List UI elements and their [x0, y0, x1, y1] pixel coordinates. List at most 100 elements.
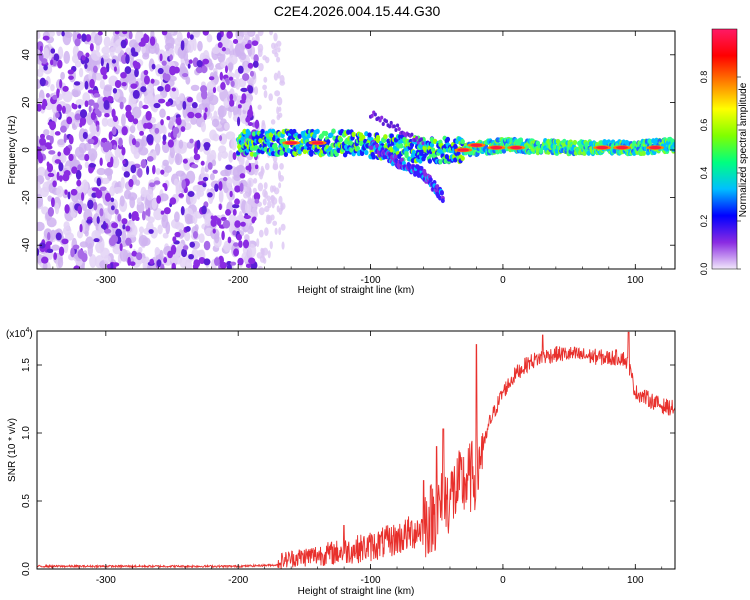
noise-blob: [128, 93, 134, 106]
signal-hotspot-core: [596, 146, 609, 150]
noise-speckle: [234, 198, 240, 206]
noise-blob: [103, 167, 114, 177]
noise-blob: [37, 97, 44, 104]
noise-blob: [267, 200, 272, 209]
noise-speckle: [131, 138, 137, 146]
noise-speckle: [82, 131, 88, 140]
noise-speckle: [232, 230, 237, 236]
noise-blob: [251, 207, 257, 214]
noise-blob: [127, 192, 138, 201]
signal-hotspot-core: [311, 141, 324, 145]
noise-speckle: [200, 89, 208, 100]
signal-hotspot-core: [490, 146, 503, 150]
noise-blob: [220, 169, 229, 177]
noise-speckle: [63, 170, 71, 177]
noise-blob: [263, 182, 268, 190]
signal-cell: [371, 154, 376, 160]
noise-blob: [253, 178, 258, 184]
noise-speckle: [153, 180, 161, 185]
signal-cell: [641, 150, 646, 156]
noise-blob: [94, 32, 103, 46]
noise-speckle: [59, 79, 63, 89]
noise-speckle: [134, 68, 139, 78]
noise-speckle: [251, 40, 259, 46]
noise-speckle: [113, 66, 117, 72]
noise-speckle: [202, 183, 207, 188]
noise-speckle: [58, 162, 64, 172]
noise-speckle: [216, 218, 222, 227]
spur-cell: [370, 113, 374, 118]
spur-cell: [397, 127, 401, 132]
noise-blob: [257, 265, 263, 269]
spur-cell: [410, 132, 414, 137]
figure-title: C2E4.2026.004.15.44.G30: [274, 3, 441, 19]
signal-cell: [246, 130, 251, 136]
noise-speckle: [52, 180, 57, 188]
noise-speckle: [87, 199, 94, 210]
noise-speckle: [104, 192, 111, 202]
signal-cell: [297, 149, 302, 155]
x-tick-label: -300: [96, 275, 116, 286]
noise-blob: [269, 31, 273, 36]
spur-cell: [394, 128, 398, 133]
noise-speckle: [99, 186, 107, 191]
noise-speckle: [166, 115, 171, 121]
noise-speckle: [225, 164, 233, 170]
signal-cell: [672, 142, 675, 148]
noise-speckle: [239, 182, 244, 193]
noise-speckle: [128, 212, 132, 220]
noise-blob: [143, 95, 151, 105]
noise-blob: [276, 96, 283, 106]
noise-speckle: [81, 55, 86, 61]
noise-speckle: [171, 87, 177, 92]
noise-blob: [278, 227, 282, 236]
signal-hotspot-core: [649, 146, 662, 150]
noise-speckle: [103, 100, 110, 110]
noise-blob: [279, 80, 286, 86]
noise-speckle: [232, 151, 237, 160]
noise-speckle: [189, 34, 194, 40]
snr-scale-label: (x104): [6, 327, 33, 340]
noise-speckle: [70, 247, 75, 258]
noise-speckle: [55, 112, 60, 119]
noise-blob: [257, 31, 264, 37]
noise-speckle: [121, 82, 127, 87]
noise-speckle: [247, 108, 254, 118]
noise-blob: [94, 72, 104, 81]
noise-speckle: [172, 126, 180, 135]
signal-hotspot-core: [457, 148, 470, 152]
branch-cell: [435, 184, 440, 189]
spur-cell: [389, 120, 393, 125]
colorbar-tick-label: 0.4: [699, 167, 709, 180]
signal-cell: [383, 134, 388, 140]
noise-speckle: [162, 182, 168, 188]
noise-blob: [256, 238, 260, 248]
noise-blob: [223, 240, 231, 253]
noise-blob: [178, 93, 184, 101]
noise-speckle: [254, 119, 260, 129]
noise-speckle: [244, 43, 252, 49]
signal-cell: [427, 158, 433, 164]
noise-blob: [193, 31, 200, 36]
noise-blob: [101, 46, 111, 55]
noise-blob: [197, 40, 203, 52]
noise-speckle: [224, 77, 230, 83]
noise-speckle: [219, 135, 223, 142]
noise-speckle: [234, 220, 241, 228]
noise-blob: [198, 233, 205, 244]
noise-speckle: [154, 127, 160, 134]
noise-speckle: [79, 116, 87, 126]
noise-speckle: [220, 82, 226, 90]
noise-blob: [190, 117, 197, 125]
noise-blob: [37, 181, 41, 190]
noise-speckle: [89, 78, 95, 89]
noise-speckle: [74, 113, 81, 121]
noise-speckle: [125, 104, 132, 112]
noise-blob: [176, 31, 183, 43]
noise-blob: [262, 84, 267, 91]
spur-cell: [388, 124, 392, 129]
snr-axes: -300 -200 -100 0 100 0.0 0.5 1.0 1.5: [21, 331, 675, 586]
noise-speckle: [237, 65, 244, 74]
noise-speckle: [39, 242, 46, 249]
